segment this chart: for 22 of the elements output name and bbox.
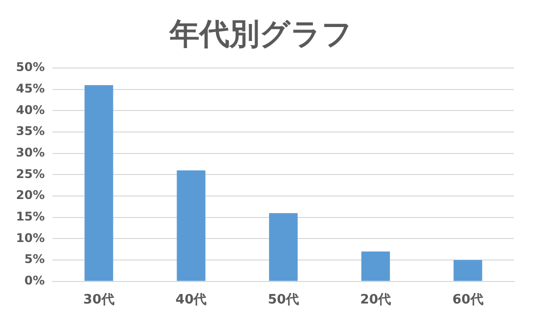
bar xyxy=(176,170,206,281)
x-tick-label: 20代 xyxy=(360,292,392,308)
y-tick-label: 0% xyxy=(24,274,45,288)
bar xyxy=(84,85,114,281)
bar xyxy=(454,260,482,281)
x-tick-label: 50代 xyxy=(268,292,299,308)
bar xyxy=(269,213,298,281)
y-tick-label: 25% xyxy=(16,166,45,181)
y-tick-label: 40% xyxy=(16,102,45,117)
x-tick-label: 60代 xyxy=(452,292,484,308)
y-tick-label: 20% xyxy=(16,188,45,202)
x-tick-label: 40代 xyxy=(176,292,207,308)
y-tick-label: 15% xyxy=(16,210,45,224)
y-tick-label: 30% xyxy=(16,145,45,160)
y-tick-label: 5% xyxy=(24,252,45,266)
y-tick-label: 10% xyxy=(16,230,45,245)
x-tick-label: 30代 xyxy=(83,292,114,308)
y-tick-label: 35% xyxy=(16,124,45,138)
y-tick-label: 45% xyxy=(16,81,45,96)
y-tick-label: 50% xyxy=(16,60,45,74)
chart-title: 年代別グラフ xyxy=(168,16,352,52)
bar xyxy=(361,252,390,281)
